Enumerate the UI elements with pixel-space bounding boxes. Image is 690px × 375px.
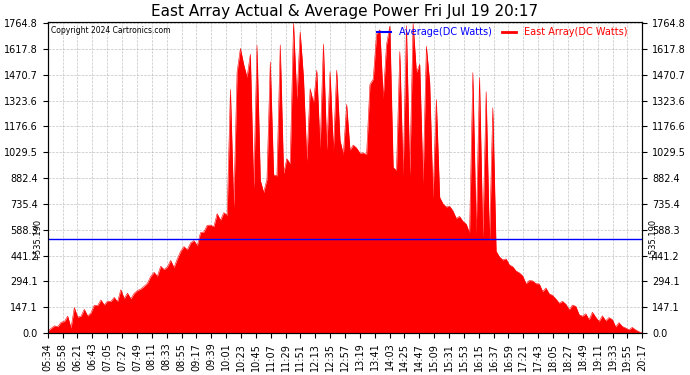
Text: Copyright 2024 Cartronics.com: Copyright 2024 Cartronics.com bbox=[51, 26, 170, 35]
Title: East Array Actual & Average Power Fri Jul 19 20:17: East Array Actual & Average Power Fri Ju… bbox=[151, 4, 539, 19]
Text: +535.190: +535.190 bbox=[648, 219, 657, 260]
Text: +535.190: +535.190 bbox=[33, 219, 42, 260]
Legend: Average(DC Watts), East Array(DC Watts): Average(DC Watts), East Array(DC Watts) bbox=[373, 24, 631, 41]
